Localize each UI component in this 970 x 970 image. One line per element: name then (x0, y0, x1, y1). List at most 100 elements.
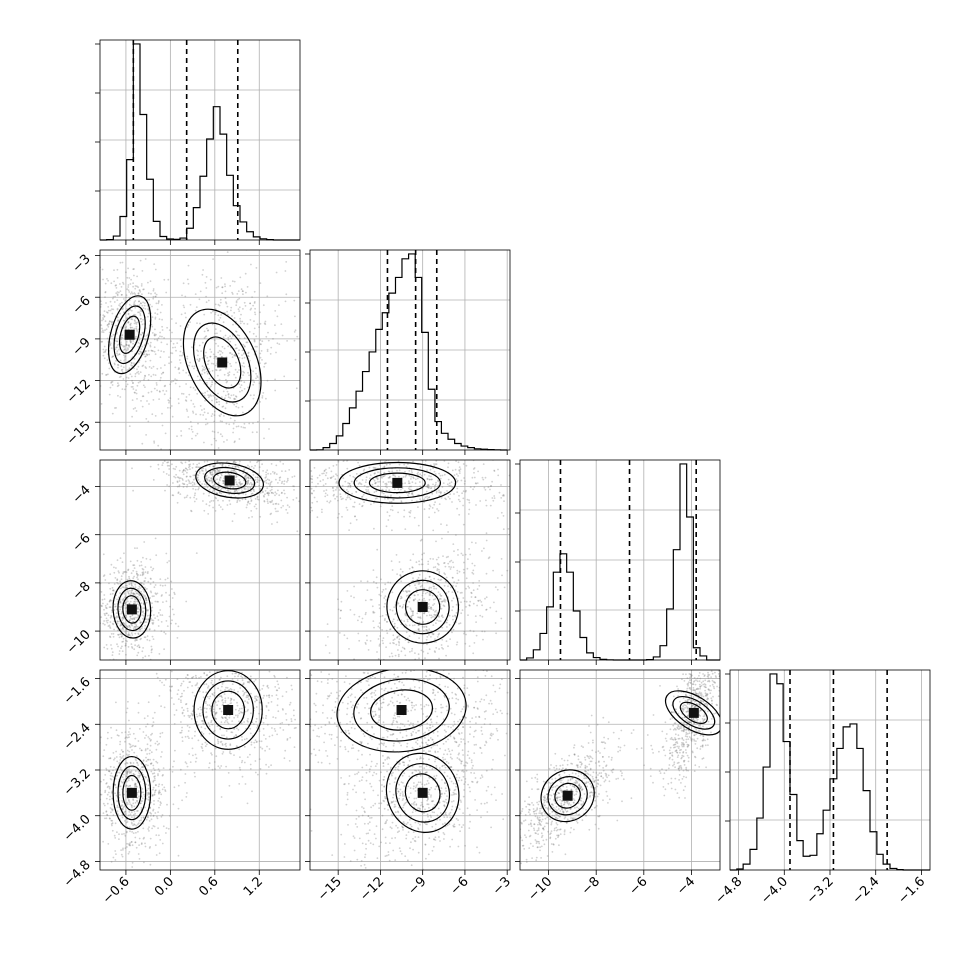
scatter-point (250, 499, 253, 501)
scatter-point (147, 349, 150, 352)
scatter-point (86, 284, 88, 286)
scatter-point (237, 308, 240, 311)
scatter-point (121, 617, 124, 619)
scatter-point (308, 450, 310, 452)
scatter-point (273, 472, 276, 475)
scatter-point (223, 373, 226, 376)
scatter-point (254, 464, 256, 467)
scatter-point (144, 595, 147, 597)
scatter-point (140, 766, 143, 769)
scatter-point (112, 633, 115, 635)
scatter-point (227, 372, 229, 375)
scatter-point (430, 478, 433, 481)
scatter-point (159, 735, 162, 738)
scatter-point (253, 301, 256, 303)
scatter-point (259, 343, 262, 345)
scatter-point (158, 318, 161, 320)
scatter-point (198, 470, 201, 473)
scatter-point (102, 553, 105, 556)
scatter-point (173, 593, 176, 596)
scatter-point (222, 621, 224, 623)
scatter-point (190, 509, 192, 512)
scatter-point (240, 487, 243, 490)
scatter-point (280, 506, 283, 509)
scatter-point (157, 774, 159, 777)
scatter-point (233, 353, 236, 356)
scatter-point (259, 768, 262, 770)
scatter-point (316, 476, 319, 479)
scatter-point (128, 583, 131, 586)
scatter-point (203, 683, 206, 686)
scatter-point (161, 329, 164, 331)
scatter-point (122, 754, 125, 757)
scatter-point (160, 705, 163, 708)
scatter-point (185, 371, 188, 374)
scatter-point (373, 501, 375, 504)
scatter-point (137, 381, 140, 384)
scatter-point (168, 685, 171, 688)
scatter-point (263, 495, 265, 498)
scatter-point (145, 350, 147, 352)
scatter-point (137, 292, 140, 295)
scatter-point (227, 374, 230, 377)
scatter-point (115, 786, 117, 789)
scatter-point (184, 399, 187, 402)
scatter-point (142, 816, 145, 819)
scatter-point (206, 743, 208, 746)
scatter-point (235, 347, 238, 350)
scatter-point (153, 614, 155, 616)
scatter-point (154, 334, 156, 337)
scatter-point (263, 481, 266, 483)
scatter-point (125, 587, 128, 589)
scatter-point (374, 467, 377, 469)
scatter-point (214, 311, 217, 314)
scatter-point (133, 773, 136, 776)
scatter-point (215, 439, 218, 442)
scatter-point (142, 288, 145, 291)
scatter-point (132, 340, 135, 342)
scatter-point (132, 798, 134, 800)
scatter-point (223, 648, 225, 650)
scatter-point (247, 386, 250, 389)
scatter-point (217, 487, 220, 489)
scatter-point (208, 494, 210, 497)
scatter-point (240, 707, 243, 710)
scatter-point (438, 491, 440, 493)
scatter-point (108, 770, 111, 773)
scatter-point (433, 470, 436, 473)
scatter-point (256, 726, 258, 729)
scatter-point (253, 741, 256, 744)
scatter-point (230, 309, 232, 312)
scatter-point (269, 501, 272, 504)
scatter-point (204, 716, 207, 718)
scatter-point (163, 684, 166, 686)
scatter-point (119, 396, 122, 398)
scatter-point (402, 476, 405, 478)
scatter-point (235, 301, 238, 304)
scatter-point (102, 278, 104, 281)
scatter-point (95, 318, 97, 320)
scatter-point (257, 225, 259, 227)
scatter-point (137, 651, 140, 654)
scatter-point (139, 638, 142, 641)
scatter-point (169, 397, 172, 399)
scatter-point (113, 628, 115, 631)
scatter-point (109, 587, 112, 590)
scatter-point (137, 607, 140, 610)
scatter-point (133, 810, 136, 813)
scatter-point (145, 599, 148, 602)
scatter-point (143, 836, 146, 839)
scatter-point (353, 506, 356, 508)
scatter-point (258, 758, 261, 760)
scatter-point (113, 571, 116, 574)
scatter-point (114, 850, 117, 852)
scatter-point (205, 654, 207, 656)
scatter-point (231, 520, 234, 523)
scatter-point (194, 389, 197, 391)
scatter-point (142, 602, 145, 605)
scatter-point (196, 477, 199, 479)
scatter-point (516, 465, 518, 467)
scatter-point (456, 487, 459, 490)
scatter-point (242, 690, 244, 693)
scatter-point (207, 451, 209, 453)
